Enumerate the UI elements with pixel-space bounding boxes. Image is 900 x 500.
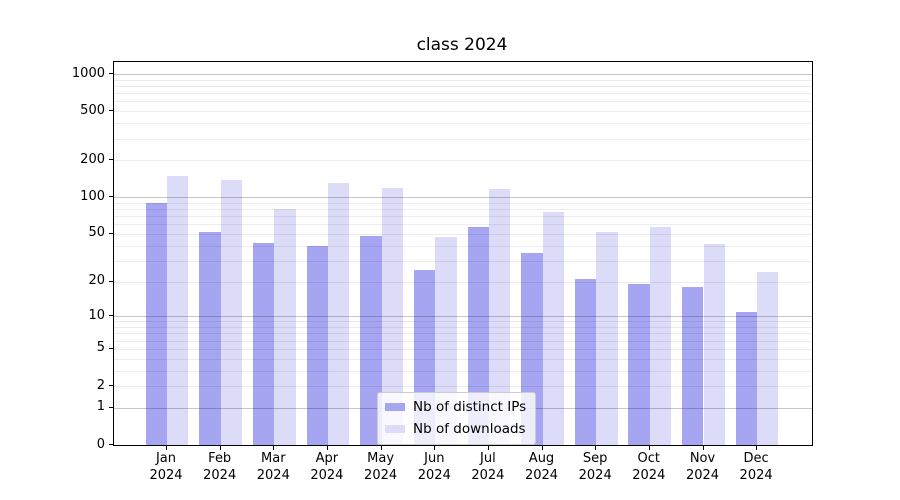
major-gridline [114, 74, 812, 75]
legend-swatch-distinct-ips [385, 403, 405, 411]
y-tick-label: 100 [80, 188, 105, 204]
bar-downloads-may [381, 187, 403, 445]
minor-gridline [114, 111, 812, 113]
x-tick [434, 446, 436, 450]
bar-downloads-jan [167, 176, 189, 445]
bar-downloads-sep [596, 231, 618, 445]
minor-gridline [114, 79, 812, 81]
x-tick [541, 446, 543, 450]
x-tick [166, 446, 167, 450]
minor-gridline [114, 233, 812, 235]
major-gridline [114, 197, 812, 199]
x-tick-label: Mar 2024 [256, 451, 290, 483]
bar-downloads-dec [757, 272, 779, 445]
minor-gridline [114, 340, 812, 342]
y-tick-label: 0 [96, 436, 105, 452]
legend-item-downloads: Nb of downloads [385, 421, 526, 437]
bar-distinct-ips-jul [467, 226, 489, 445]
y-tick-label: 1000 [71, 65, 105, 81]
minor-gridline [114, 245, 812, 247]
bar-distinct-ips-oct [628, 284, 650, 445]
x-tick-label: Dec 2024 [739, 451, 773, 483]
x-tick [219, 446, 221, 450]
x-tick-label: Jun 2024 [417, 451, 451, 483]
y-tick-label: 5 [96, 340, 105, 356]
x-tick-label: Apr 2024 [310, 451, 344, 483]
x-tick [380, 446, 382, 450]
gridlines-layer [114, 62, 812, 445]
bar-downloads-apr [327, 182, 350, 445]
minor-gridline [114, 93, 812, 95]
x-tick-label: Oct 2024 [632, 451, 666, 483]
minor-gridline [114, 160, 812, 162]
minor-gridline [114, 224, 812, 226]
bar-downloads-feb [220, 179, 243, 445]
bar-distinct-ips-mar [252, 243, 275, 445]
legend-label-downloads: Nb of downloads [413, 421, 526, 437]
x-tick-label: Sep 2024 [578, 451, 612, 483]
x-tick-label: Jul 2024 [471, 451, 505, 483]
y-tick-label: 1 [96, 399, 105, 415]
minor-gridline [114, 358, 812, 360]
minor-gridline [114, 281, 812, 283]
minor-gridline [114, 327, 812, 328]
x-tick [273, 446, 275, 450]
x-tick [326, 446, 328, 450]
x-tick [648, 446, 650, 450]
legend-label-distinct-ips: Nb of distinct IPs [413, 399, 527, 415]
x-tick-label: Aug 2024 [524, 451, 559, 483]
legend-swatch-downloads [385, 425, 405, 433]
bar-distinct-ips-sep [574, 279, 597, 445]
bar-distinct-ips-apr [306, 245, 328, 445]
bar-downloads-mar [274, 209, 296, 445]
bar-downloads-oct [649, 226, 672, 445]
x-tick [702, 446, 704, 450]
minor-gridline [114, 370, 812, 372]
minor-gridline [114, 85, 812, 87]
x-tick-label: May 2024 [364, 451, 398, 483]
legend-item-distinct-ips: Nb of distinct IPs [385, 399, 526, 415]
chart-title: class 2024 [416, 35, 508, 55]
x-tick-label: Jan 2024 [149, 451, 183, 483]
bar-downloads-jul [488, 188, 511, 445]
minor-gridline [114, 138, 812, 140]
y-tick-label: 2 [96, 377, 105, 393]
bar-distinct-ips-nov [682, 286, 704, 445]
bar-distinct-ips-jan [145, 202, 167, 445]
bar-distinct-ips-feb [199, 231, 221, 445]
x-tick-label: Nov 2024 [685, 451, 720, 483]
bar-distinct-ips-may [360, 236, 382, 445]
y-tick-label: 10 [88, 307, 105, 323]
x-tick [595, 446, 597, 450]
legend: Nb of distinct IPs Nb of downloads [377, 392, 537, 445]
x-tick [487, 446, 489, 450]
minor-gridline [114, 333, 812, 335]
minor-gridline [114, 202, 812, 204]
minor-gridline [114, 101, 812, 103]
minor-gridline [114, 386, 812, 387]
y-tick-label: 20 [88, 273, 105, 288]
y-tick-label: 200 [80, 151, 105, 167]
minor-gridline [114, 321, 812, 323]
y-tick-label: 50 [88, 225, 105, 241]
x-tick-label: Feb 2024 [203, 451, 237, 483]
minor-gridline [114, 260, 812, 262]
bars-layer [114, 62, 812, 445]
plot-area: Nb of distinct IPs Nb of downloads [113, 61, 813, 446]
bar-distinct-ips-dec [735, 311, 758, 445]
minor-gridline [114, 216, 812, 218]
minor-gridline [114, 209, 812, 210]
x-tick [756, 446, 758, 450]
minor-gridline [114, 123, 812, 125]
bar-downloads-aug [542, 212, 564, 445]
bar-downloads-nov [703, 244, 725, 445]
y-tick-label: 500 [80, 102, 105, 118]
minor-gridline [114, 348, 812, 350]
major-gridline [114, 316, 812, 318]
